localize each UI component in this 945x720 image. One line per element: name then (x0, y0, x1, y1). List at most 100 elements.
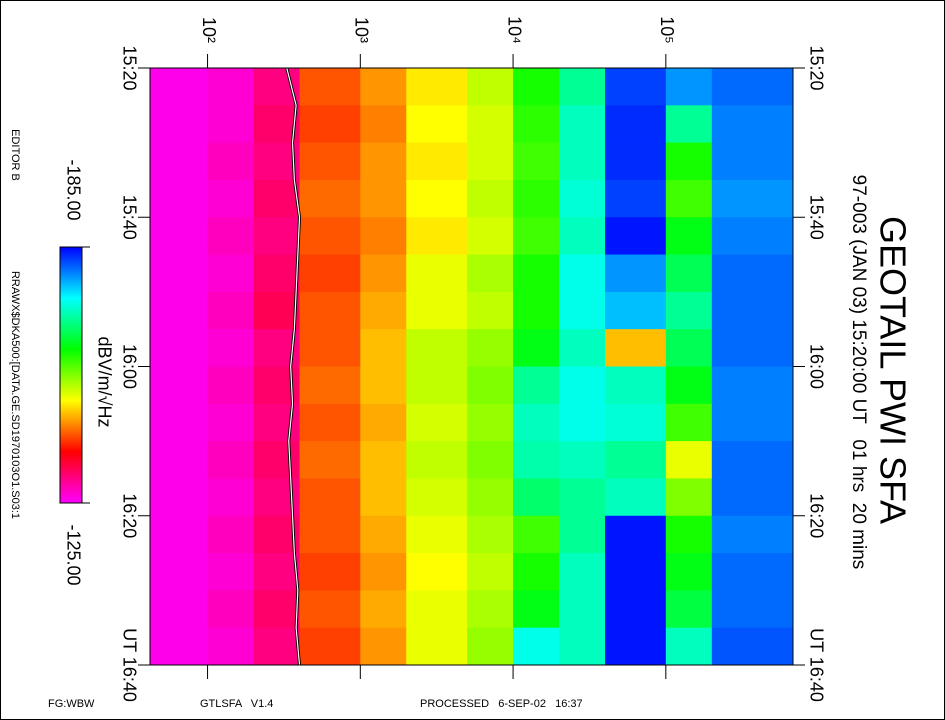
spectrogram-cell (299, 142, 361, 181)
spectrogram-cell (299, 553, 361, 591)
spectrogram-cell (665, 441, 713, 479)
spectrogram-cell (605, 366, 667, 405)
spectrogram-cell (406, 254, 468, 293)
spectrogram-cell (559, 441, 606, 479)
spectrogram-cell (711, 254, 794, 293)
spectrogram-cell (513, 179, 560, 218)
trace-line (286, 67, 301, 666)
spectrogram-cell (299, 329, 361, 367)
y-tick-label: 15:20 (806, 45, 826, 90)
spectrogram-cell (150, 403, 209, 442)
spectrogram-cell (559, 515, 606, 554)
spectrogram-cell (665, 68, 713, 106)
spectrogram-cell (711, 403, 794, 442)
spectrogram-cell (665, 105, 713, 144)
spectrogram-cell (665, 553, 713, 591)
spectrogram-cell (207, 366, 255, 405)
editor-text: EDITOR B (9, 129, 21, 181)
spectrogram-cell (406, 553, 468, 591)
spectrogram-cell (299, 179, 361, 218)
spectrogram-cell (559, 291, 606, 330)
spectrogram-cell (605, 105, 667, 144)
spectrogram-cell (207, 217, 255, 256)
y-tick-label: UT 16:40 (806, 628, 826, 702)
file-path: RRAWX$DKA500:[DATA.GE.SD1970103O1.S03:1 (9, 271, 21, 519)
spectrogram-cell (605, 478, 667, 517)
x-tick-label: 10² (199, 17, 219, 43)
spectrogram-cell (513, 478, 560, 517)
spectrogram-cell (665, 627, 713, 666)
spectrogram-cell (605, 254, 667, 293)
spectrogram-cell (665, 217, 713, 256)
spectrogram-cell (711, 329, 794, 367)
spectrogram-cell (253, 590, 301, 629)
spectrogram-cell (559, 217, 606, 256)
spectrogram-cell (559, 254, 606, 293)
x-tick-label: 10³ (352, 17, 372, 43)
spectrogram-cell (467, 179, 514, 218)
spectrogram-cell (559, 553, 606, 591)
spectrogram (150, 68, 794, 666)
spectrogram-cell (253, 627, 301, 666)
spectrogram-cell (605, 627, 667, 666)
spectrogram-cell (299, 627, 361, 666)
spectrogram-cell (559, 179, 606, 218)
colorbar (59, 246, 83, 504)
spectrogram-cell (360, 366, 407, 405)
spectrogram-cell (150, 553, 209, 591)
spectrogram-cell (513, 329, 560, 367)
spectrogram-cell (513, 142, 560, 181)
spectrogram-cell (559, 142, 606, 181)
spectrogram-cell (299, 105, 361, 144)
y-tick-label: 16:20 (806, 493, 826, 538)
spectrogram-cell (207, 553, 255, 591)
spectrogram-cell (467, 627, 514, 666)
spectrogram-cell (605, 441, 667, 479)
footer-text: PROCESSED 6-SEP-02 16:37 (420, 698, 583, 710)
spectrogram-cell (150, 217, 209, 256)
spectrogram-cell (253, 179, 301, 218)
spectrogram-cell (467, 366, 514, 405)
spectrogram-cell (207, 515, 255, 554)
spectrogram-cell (513, 366, 560, 405)
spectrogram-cell (207, 478, 255, 517)
spectrogram-cell (605, 68, 667, 106)
spectrogram-cell (299, 254, 361, 293)
spectrogram-cell (467, 217, 514, 256)
spectrogram-cell (605, 590, 667, 629)
spectrogram-cell (559, 105, 606, 144)
spectrogram-cell (513, 105, 560, 144)
x-tick-label: 10⁵ (657, 16, 677, 43)
spectrogram-cell (467, 441, 514, 479)
spectrogram-cell (711, 179, 794, 218)
spectrogram-cell (360, 441, 407, 479)
spectrogram-cell (513, 403, 560, 442)
spectrogram-cell (513, 68, 560, 106)
spectrogram-cell (605, 217, 667, 256)
spectrogram-cell (513, 254, 560, 293)
spectrogram-cell (467, 329, 514, 367)
spectrogram-cell (559, 403, 606, 442)
spectrogram-cell (605, 553, 667, 591)
footer-text: GTLSFA V1.4 (200, 698, 273, 710)
spectrogram-cell (665, 142, 713, 181)
spectrogram-cell (665, 478, 713, 517)
spectrogram-cell (150, 68, 209, 106)
spectrogram-cell (253, 254, 301, 293)
spectrogram-cell (711, 590, 794, 629)
spectrogram-cell (150, 142, 209, 181)
spectrogram-cell (253, 441, 301, 479)
spectrogram-cell (406, 142, 468, 181)
y-tick-label: UT 16:40 (119, 628, 139, 702)
spectrogram-cell (711, 441, 794, 479)
spectrogram-cell (360, 515, 407, 554)
spectrogram-cell (406, 217, 468, 256)
spectrogram-cell (299, 366, 361, 405)
spectrogram-cell (513, 217, 560, 256)
spectrogram-cell (467, 142, 514, 181)
spectrogram-cell (711, 515, 794, 554)
spectrogram-cell (150, 329, 209, 367)
spectrogram-cell (513, 291, 560, 330)
spectrogram-cell (406, 441, 468, 479)
spectrogram-cell (207, 403, 255, 442)
